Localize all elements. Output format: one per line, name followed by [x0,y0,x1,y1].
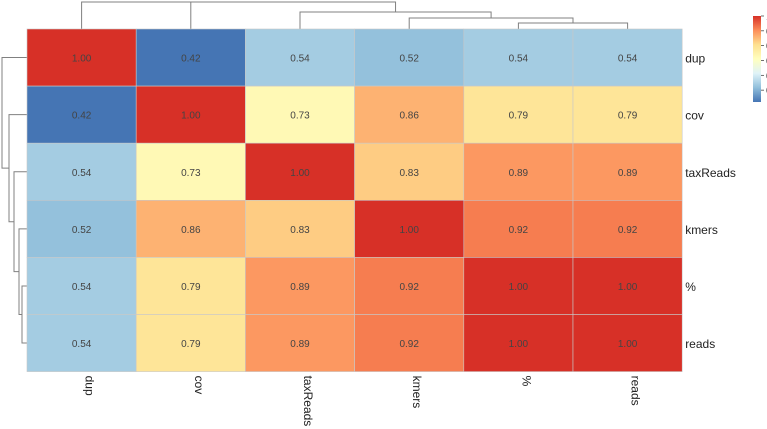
cell-value-label: 1.00 [290,168,310,179]
heatmap-cell [135,257,246,315]
column-label-cov: cov [192,376,206,395]
cell-value-label: 0.54 [72,339,92,350]
dendrogram-branch [21,285,27,344]
cell-value-label: 0.89 [509,168,529,179]
dendrogram-branch [1,57,27,169]
heatmap-cell [245,257,355,315]
heatmap-cell [463,257,574,315]
cell-value-label: 0.92 [509,225,529,236]
heatmap-cell [245,85,355,144]
heatmap-cell [354,200,465,258]
heatmap-cell [354,257,465,315]
column-label-kmers: kmers [410,376,424,409]
heatmap-cell [572,257,683,315]
row-label-taxreads: taxReads [685,166,736,180]
heatmap-cell [572,314,683,372]
cell-value-label: 0.89 [290,339,310,350]
heatmap-cell [245,314,355,372]
heatmap-cell [354,85,465,144]
cell-value-label: 0.54 [290,54,310,65]
heatmap-cell [463,200,574,258]
cell-value-label: 0.54 [72,282,92,293]
cell-value-label: 0.79 [509,111,529,122]
heatmap-cell [354,314,465,372]
column-labels: dup cov taxReads kmers% reads [83,376,643,427]
cell-value-label: 1.00 [181,111,201,122]
row-labels: dup cov taxReads kmers% reads [685,52,736,351]
cell-value-label: 0.42 [72,111,92,122]
color-legend: 10.90.80.70.60.5 [753,11,767,102]
cell-value-label: 0.86 [181,225,201,236]
heatmap-cell [135,85,246,144]
dendrogram-branch [299,11,492,29]
heatmap-cell [572,142,683,201]
cell-value-label: 1.00 [72,54,92,65]
heatmap-cell [135,28,246,87]
cell-value-label: 0.79 [181,339,201,350]
heatmap-cell [245,142,355,201]
heatmap-cell [26,200,137,258]
cell-value-label: 0.92 [618,225,638,236]
heatmap-cell [135,314,246,372]
cell-value-label: 0.52 [399,54,419,65]
cell-value-label: 0.89 [618,168,638,179]
dendrogram-branch [18,228,27,315]
dendrogram-branch [13,171,27,273]
row-label-percent: % [685,280,696,294]
cell-value-label: 0.54 [72,168,92,179]
cell-value-label: 0.79 [618,111,638,122]
cell-value-label: 0.79 [181,282,201,293]
heatmap-cells: 1.00 0.42 0.54 0.52 0.54 0.54 0.42 1.00 0.73 0.86… [26,28,683,372]
column-dendrogram [81,1,629,29]
heatmap-cell [572,85,683,144]
dendrogram-branch [517,22,629,29]
column-label-percent: % [519,376,533,387]
heatmap-cell [26,142,137,201]
cell-value-label: 0.92 [399,282,419,293]
cell-value-label: 0.42 [181,54,201,65]
heatmap-cell [135,142,246,201]
legend-color-bar [753,16,761,102]
cell-value-label: 0.92 [399,339,419,350]
row-label-dup: dup [685,52,705,66]
row-label-cov: cov [685,109,704,123]
legend-ticks: 10.90.80.70.60.5 [761,11,767,97]
heatmap-cell [572,200,683,258]
cell-value-label: 0.86 [399,111,419,122]
row-label-reads: reads [685,337,715,351]
row-dendrogram [1,57,27,344]
cell-value-label: 1.00 [399,225,419,236]
column-label-dup: dup [83,376,97,396]
cell-value-label: 0.73 [290,111,310,122]
cell-value-label: 1.00 [618,282,638,293]
cell-value-label: 1.00 [618,339,638,350]
cell-value-label: 0.89 [290,282,310,293]
heatmap-cell [26,257,137,315]
cell-value-label: 1.00 [509,282,529,293]
dendrogram-branch [81,1,294,29]
cell-value-label: 0.54 [618,54,638,65]
cell-value-label: 0.73 [181,168,201,179]
heatmap-cell [26,314,137,372]
heatmap-cell [572,28,683,87]
dendrogram-branch [8,114,27,223]
heatmap-cell [245,200,355,258]
cell-value-label: 0.83 [290,225,310,236]
dendrogram-branch [190,1,397,29]
cell-value-label: 0.83 [399,168,419,179]
heatmap-cell [463,85,574,144]
heatmap-cell [463,314,574,372]
row-label-kmers: kmers [685,223,718,237]
cell-value-label: 0.52 [72,225,92,236]
column-label-taxreads: taxReads [301,376,315,427]
cell-value-label: 0.54 [509,54,529,65]
cell-value-label: 1.00 [509,339,529,350]
column-label-reads: reads [629,376,643,406]
